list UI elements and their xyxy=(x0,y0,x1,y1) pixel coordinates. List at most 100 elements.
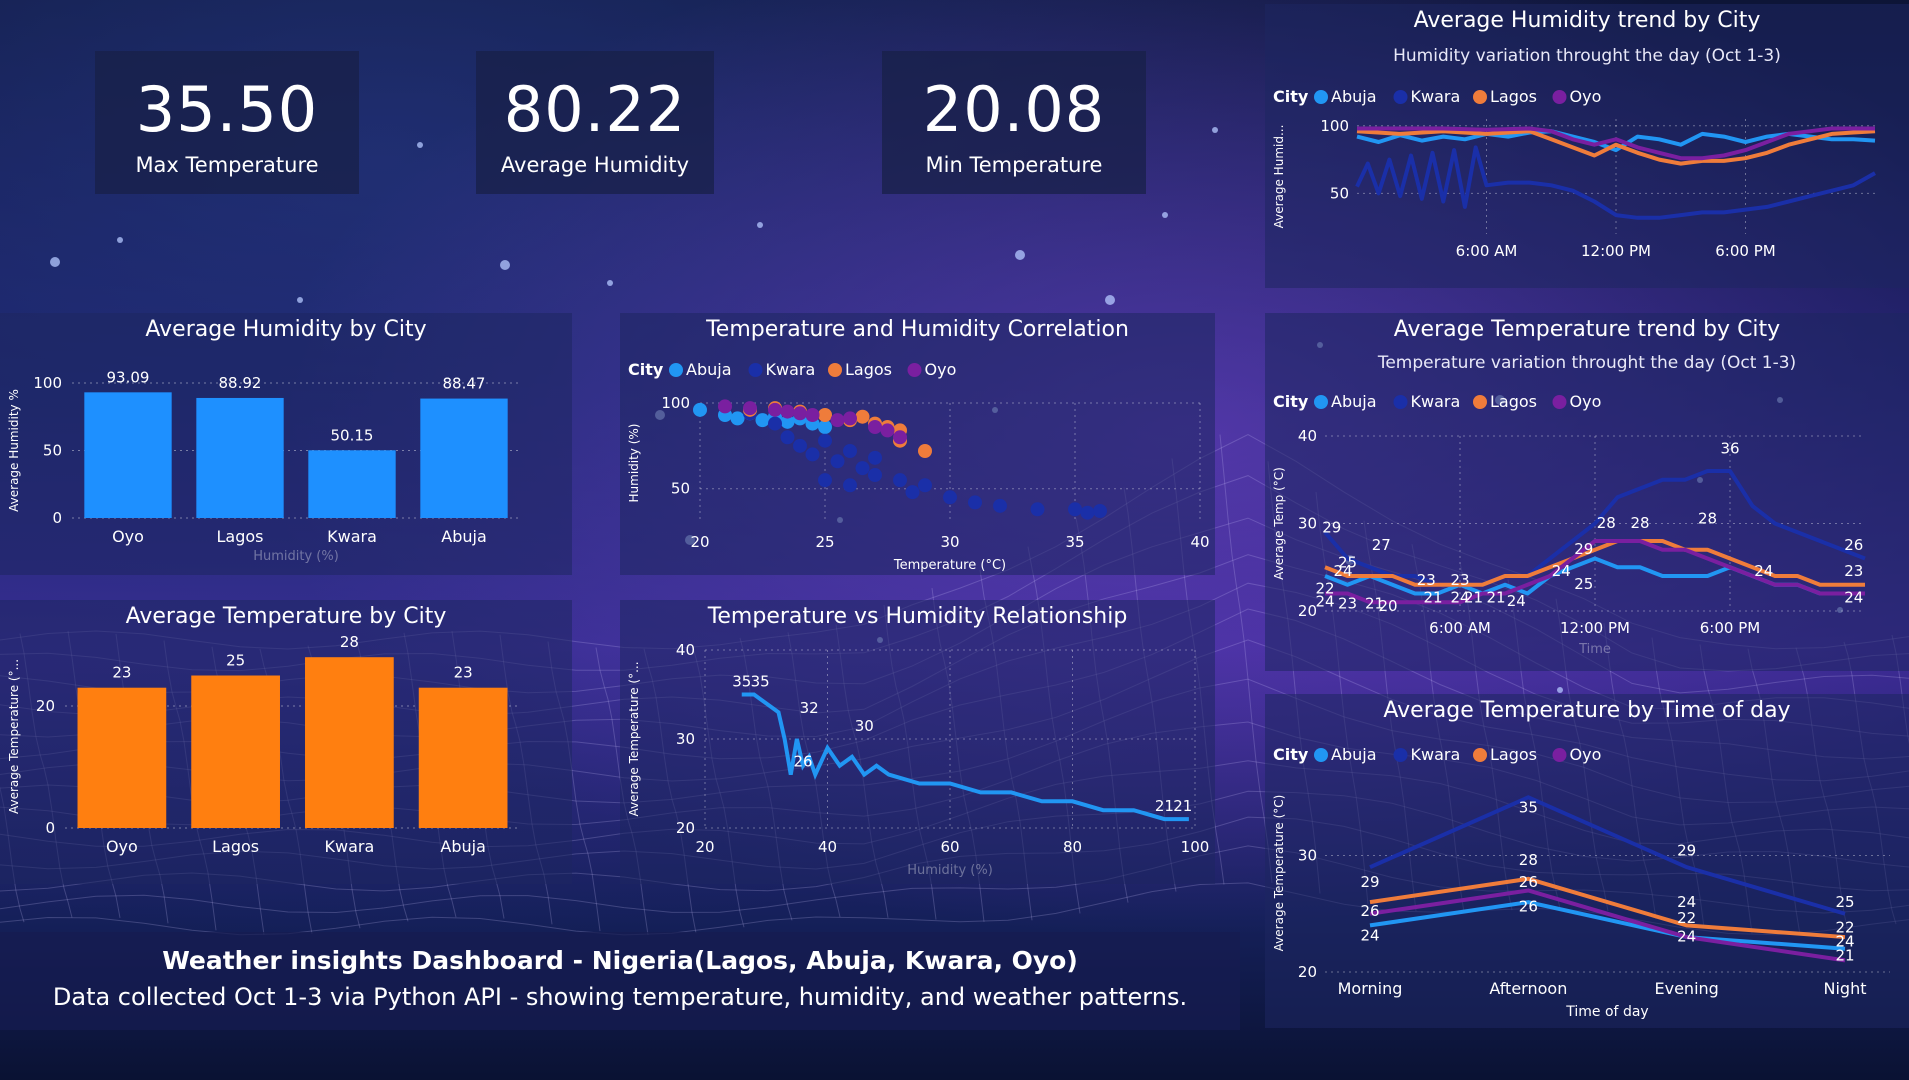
mesh-line xyxy=(0,786,25,923)
data-point xyxy=(818,473,832,488)
data-point xyxy=(855,409,870,424)
x-tick-label: Oyo xyxy=(112,527,144,546)
legend-marker xyxy=(1393,748,1408,762)
data-label: 23 xyxy=(454,664,473,682)
legend-marker xyxy=(1314,395,1328,409)
y-tick-label: 100 xyxy=(1320,117,1349,135)
star xyxy=(1557,687,1563,693)
x-tick-label: 30 xyxy=(940,533,959,551)
panel-humidity-trend[interactable]: Average Humidity trend by City Humidity … xyxy=(1265,4,1909,288)
panel-temp-trend[interactable]: Average Temperature trend by City Temper… xyxy=(1265,313,1909,671)
legend-label: Oyo xyxy=(925,360,957,379)
legend-label: Abuja xyxy=(1331,87,1377,106)
axis-title: Average Temp (°C) xyxy=(1272,467,1286,580)
series-line xyxy=(1357,126,1875,161)
axis-title: Time xyxy=(1578,642,1611,657)
data-point xyxy=(868,420,882,434)
data-label: 24 xyxy=(1835,932,1854,950)
y-tick-label: 40 xyxy=(676,641,695,659)
chart-title: Temperature and Humidity Correlation xyxy=(706,317,1129,342)
bar xyxy=(84,392,172,518)
data-label: 29 xyxy=(1574,540,1593,558)
panel-temp-by-city[interactable]: Average Temperature by City 0 20 23 Oyo 25 La… xyxy=(0,600,572,884)
star xyxy=(117,237,123,243)
data-label: 28 xyxy=(340,633,359,651)
y-tick-label: 30 xyxy=(676,730,695,748)
data-label: 23 xyxy=(1417,571,1436,589)
data-point xyxy=(855,461,870,476)
legend-label: Oyo xyxy=(1570,392,1602,411)
panel-temp-by-time-of-day[interactable]: Average Temperature by Time of day City A… xyxy=(1265,694,1909,1028)
data-point xyxy=(718,399,732,414)
data-point xyxy=(868,450,882,465)
mesh-line xyxy=(1891,634,1909,745)
data-label: 24 xyxy=(1844,588,1863,606)
axis-title: Humidity (%) xyxy=(627,424,641,503)
data-point xyxy=(843,444,857,458)
legend-marker xyxy=(1393,395,1408,409)
data-label: 23 xyxy=(1844,562,1863,580)
x-tick-label: Abuja xyxy=(440,837,486,856)
star xyxy=(297,297,303,303)
kpi-average-humidity: 80.22 Average Humidity xyxy=(476,51,714,194)
temp-by-time-of-day-chart[interactable]: City Abuja Kwara Lagos Oyo 29 26 24 35 28 26 26 29 24… xyxy=(1265,694,1909,1028)
y-tick-label: 50 xyxy=(43,442,62,460)
kpi-label: Max Temperature xyxy=(135,153,319,177)
legend-marker xyxy=(1473,395,1487,409)
series-line xyxy=(1325,539,1865,605)
legend-marker xyxy=(1473,90,1487,104)
chart-title: Average Humidity by City xyxy=(145,317,427,342)
legend-label: Lagos xyxy=(845,360,892,379)
y-tick-label: 20 xyxy=(676,819,695,837)
axis-title: Humidity (%) xyxy=(907,863,993,878)
legend-marker xyxy=(1314,748,1328,762)
x-tick-label: Kwara xyxy=(324,837,374,856)
panel-humidity-by-city[interactable]: Average Humidity by City 0 50 100 93.09 Oyo 8… xyxy=(0,313,572,575)
data-label: 26 xyxy=(1844,536,1863,554)
panel-temp-vs-humidity[interactable]: Temperature vs Humidity Relationship 35 3… xyxy=(620,600,1215,884)
y-tick-label: 0 xyxy=(52,509,62,527)
temp-by-city-chart[interactable]: 0 20 23 Oyo 25 Lagos 28 Kwara 23 Abuja Average Tem… xyxy=(0,600,572,884)
legend-label: Kwara xyxy=(1411,745,1461,764)
data-label: 24 xyxy=(1333,562,1352,580)
series-line xyxy=(1369,876,1846,940)
data-point xyxy=(918,444,932,458)
legend-marker xyxy=(669,363,683,377)
data-point xyxy=(743,401,757,416)
data-label: 25 xyxy=(226,652,245,670)
data-label: 26 xyxy=(1360,902,1379,920)
axis-title: Temperature (°C) xyxy=(893,558,1006,573)
data-label: 29 xyxy=(1322,518,1341,536)
bar xyxy=(418,687,508,828)
axis-title: Average Temperature (°... xyxy=(7,659,21,814)
mesh-line xyxy=(1219,434,1273,883)
data-point xyxy=(893,473,907,488)
x-tick-label: 40 xyxy=(818,838,837,856)
y-tick-label: 30 xyxy=(1298,515,1317,533)
data-point xyxy=(780,430,795,445)
data-label: 25 xyxy=(1574,575,1593,593)
data-label: 22 xyxy=(1677,909,1696,927)
x-tick-label: Kwara xyxy=(327,527,377,546)
panel-temp-humidity-correlation[interactable]: Temperature and Humidity Correlation Cit… xyxy=(620,313,1215,575)
data-point xyxy=(843,478,857,493)
data-point xyxy=(780,404,795,419)
humidity-trend-chart[interactable]: City Abuja Kwara Lagos Oyo 6:00 AM 12:00 PM 6:0… xyxy=(1265,4,1909,288)
series-line xyxy=(1324,539,1865,587)
legend-label: Kwara xyxy=(1411,392,1461,411)
data-label: 24 xyxy=(1552,562,1571,580)
data-label: 20 xyxy=(1378,597,1397,615)
data-point xyxy=(730,411,745,426)
data-label: 32 xyxy=(800,699,819,717)
bar xyxy=(77,687,167,828)
data-label: 88.92 xyxy=(219,374,262,392)
data-point xyxy=(918,478,932,493)
y-tick-label: 20 xyxy=(36,697,55,715)
kpi-label: Average Humidity xyxy=(500,153,690,177)
data-label: 22 xyxy=(1835,918,1854,936)
humidity-by-city-chart[interactable]: 0 50 100 93.09 Oyo 88.92 Lagos 50.15 Kwara 88.47 A… xyxy=(0,313,572,575)
legend-title: City xyxy=(628,360,664,379)
